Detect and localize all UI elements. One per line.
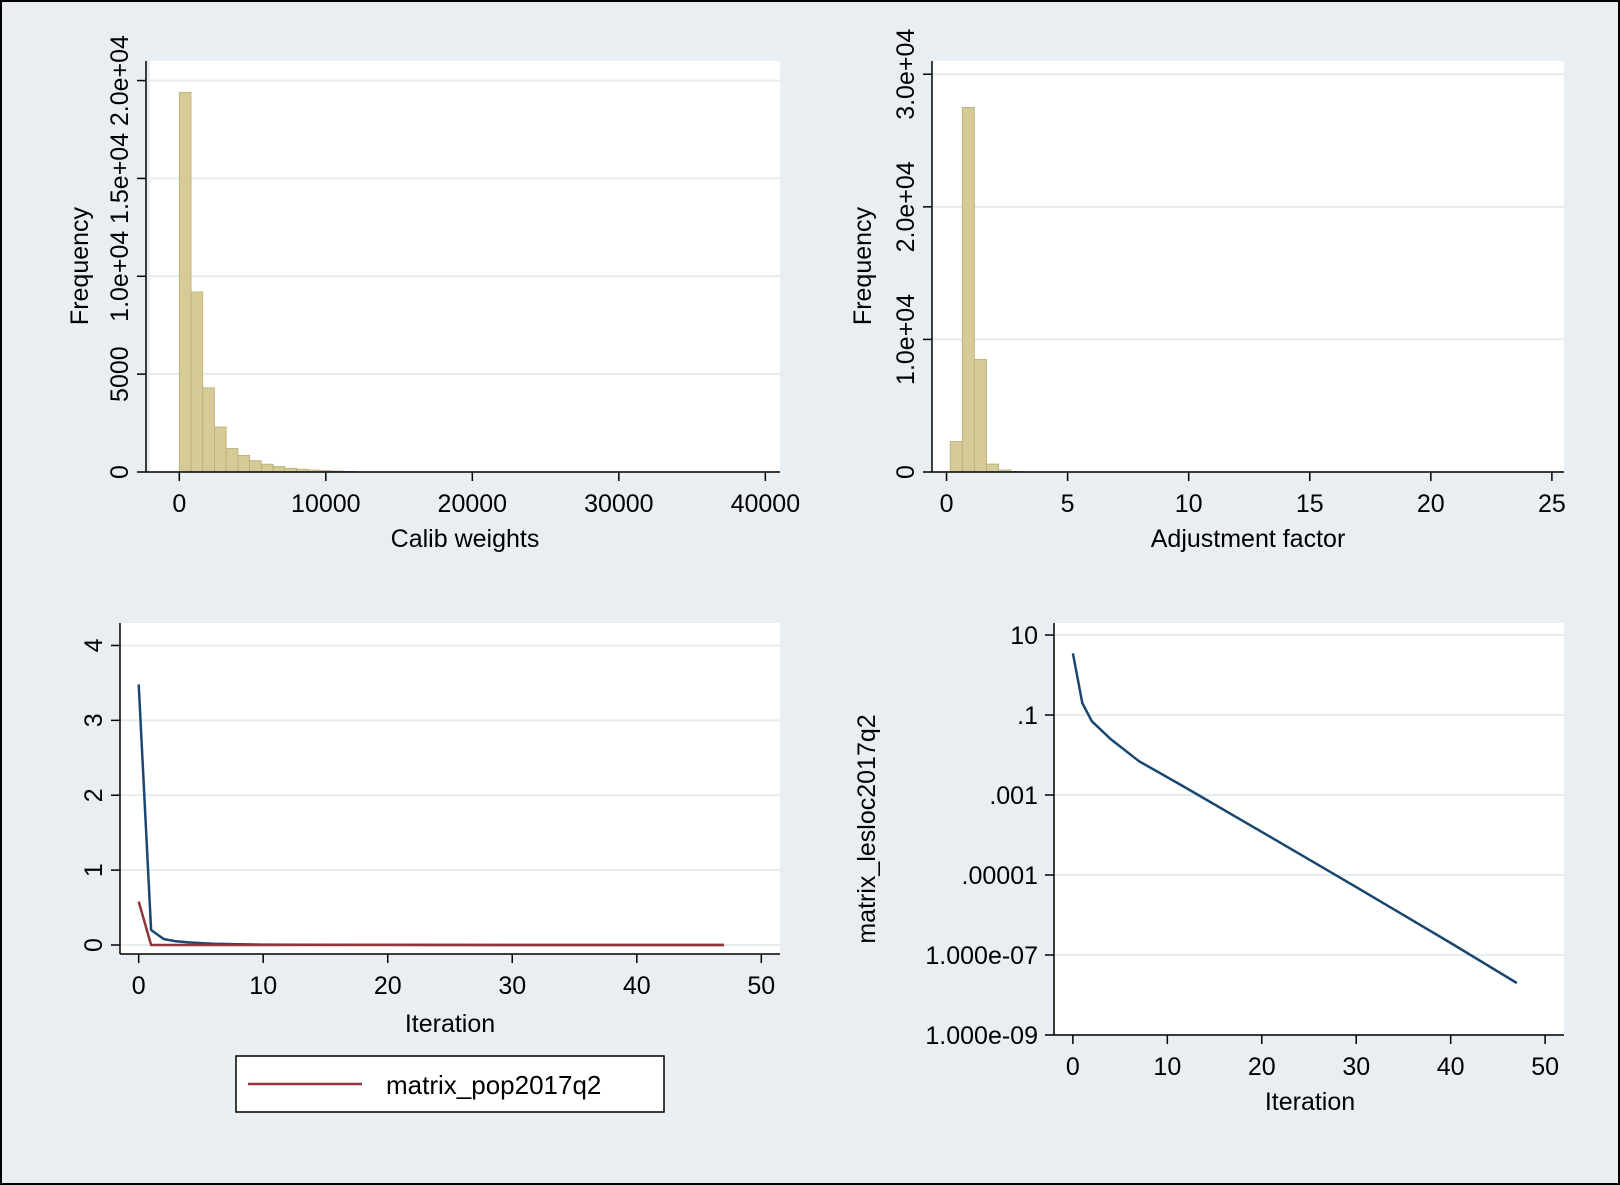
panel-convergence-log: 0 10 20 30 40 50 10 .1 .001 .00001 1.000e-07 1.000e…	[853, 622, 1564, 1116]
x-tick-label: 15	[1296, 490, 1324, 518]
y-tick-label: 1.0e+04	[106, 231, 134, 322]
y-tick-label: 0	[106, 465, 134, 479]
x-tick-label: 10	[1175, 490, 1203, 518]
x-tick-label: 40	[1437, 1053, 1465, 1081]
y-tick-label: 10	[1010, 622, 1038, 650]
x-tick-label: 20	[374, 972, 402, 1000]
y-tick-label: .001	[989, 782, 1038, 810]
y-tick-label: 5000	[106, 346, 134, 402]
legend-label: matrix_pop2017q2	[386, 1070, 601, 1100]
x-tick-label: 20	[1248, 1053, 1276, 1081]
series-line-maroon	[137, 901, 724, 947]
x-tick-label: 20	[1417, 490, 1445, 518]
tick-labels: 0 10 20 30 40 50 0 1 2 3 4	[80, 638, 775, 1000]
plot-area	[150, 61, 780, 472]
y-tick-label: 1	[80, 863, 108, 877]
histogram-bar	[178, 91, 192, 473]
y-tick-label: 1.000e-09	[925, 1022, 1038, 1050]
x-tick-label: 40	[623, 972, 651, 1000]
y-tick-label: .00001	[962, 862, 1038, 890]
panel-adjust-hist: 0 5 10 15 20 25 0 1.0e+04 2.0e+04 3.0e+04 Adjustm…	[849, 29, 1566, 553]
histogram-bar	[973, 358, 987, 473]
plot-area	[1054, 623, 1564, 1035]
y-tick-label: 3.0e+04	[892, 29, 920, 120]
panel-convergence-linear: 0 10 20 30 40 50 0 1 2 3 4 Iteration matrix_pop201…	[80, 623, 780, 1113]
y-axis-label: Frequency	[66, 206, 94, 325]
x-tick-label: 5	[1061, 490, 1075, 518]
series-lines	[1071, 653, 1518, 985]
y-tick-label: 1.5e+04	[106, 133, 134, 224]
histogram-bar	[237, 454, 251, 473]
x-axis-label: Iteration	[405, 1010, 495, 1038]
x-tick-label: 0	[132, 972, 146, 1000]
plot-area	[120, 623, 780, 954]
x-tick-label: 10000	[291, 490, 361, 518]
series-line-navy	[1071, 653, 1518, 985]
tick-labels: 0 5 10 15 20 25 0 1.0e+04 2.0e+04 3.0e+04	[892, 29, 1566, 518]
tick-labels: 0 10 20 30 40 50 10 .1 .001 .00001 1.000e-07 1.000e…	[925, 622, 1559, 1081]
axes	[137, 61, 780, 481]
y-tick-label: 1.000e-07	[925, 942, 1038, 970]
histogram-bar	[986, 463, 999, 473]
y-axis-label: matrix_lesloc2017q2	[853, 714, 881, 943]
y-tick-label: 3	[80, 713, 108, 727]
y-axis-label: Frequency	[849, 206, 877, 325]
axes	[1045, 623, 1564, 1044]
x-axis-label: Iteration	[1265, 1088, 1355, 1116]
x-tick-label: 0	[1066, 1053, 1080, 1081]
x-tick-label: 20000	[438, 490, 508, 518]
x-axis-label: Adjustment factor	[1151, 525, 1346, 553]
histogram-bar	[202, 387, 215, 473]
histogram-bar	[949, 441, 963, 473]
axes	[923, 61, 1564, 481]
x-tick-label: 10	[249, 972, 277, 1000]
y-tick-label: 0	[80, 938, 108, 952]
x-axis-label: Calib weights	[391, 525, 540, 553]
plot-area	[932, 61, 1564, 472]
panel-calib-hist: 0 10000 20000 30000 40000 0 5000 1.0e+04 1.5e+04…	[66, 35, 800, 553]
legend: matrix_pop2017q2	[235, 1055, 665, 1113]
y-tick-label: 2.0e+04	[892, 161, 920, 252]
tick-labels: 0 10000 20000 30000 40000 0 5000 1.0e+04 1.5e+04…	[106, 35, 800, 518]
x-tick-label: 0	[172, 490, 186, 518]
histogram-bar	[214, 426, 227, 473]
y-tick-label: 2	[80, 788, 108, 802]
y-tick-label: 4	[80, 638, 108, 652]
x-tick-label: 30000	[584, 490, 654, 518]
y-tick-label: .1	[1017, 702, 1038, 730]
histogram-bar	[190, 291, 204, 473]
x-tick-label: 30	[498, 972, 526, 1000]
x-tick-label: 50	[1531, 1053, 1559, 1081]
x-tick-label: 10	[1153, 1053, 1181, 1081]
y-tick-label: 1.0e+04	[892, 294, 920, 385]
gridlines	[150, 79, 780, 473]
histogram-bar	[272, 466, 286, 473]
y-tick-label: 2.0e+04	[106, 35, 134, 126]
x-tick-label: 30	[1342, 1053, 1370, 1081]
axes	[111, 623, 780, 963]
x-tick-label: 40000	[731, 490, 801, 518]
histogram-bar	[225, 448, 239, 473]
histogram-bar	[260, 463, 274, 473]
histogram-bar	[249, 460, 262, 473]
y-tick-label: 0	[892, 465, 920, 479]
histogram-bar	[961, 107, 975, 473]
series-lines	[137, 684, 724, 947]
x-tick-label: 0	[940, 490, 954, 518]
x-tick-label: 50	[747, 972, 775, 1000]
x-tick-label: 25	[1538, 490, 1566, 518]
